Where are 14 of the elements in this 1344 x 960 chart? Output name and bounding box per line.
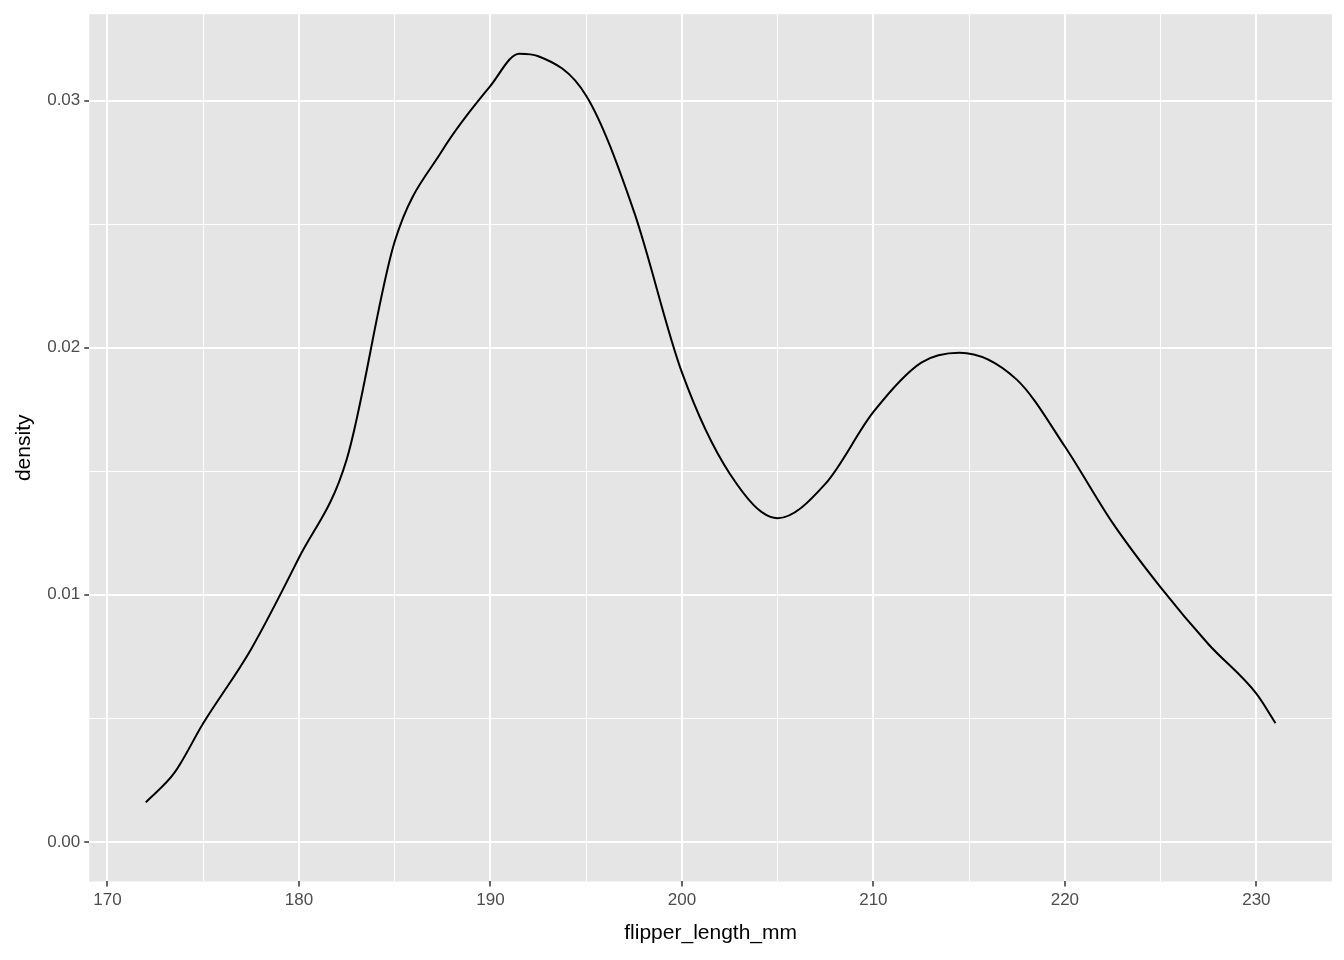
y-tick-label: 0.02 — [47, 337, 81, 357]
x-axis-title: flipper_length_mm — [624, 920, 798, 945]
x-tick-label: 230 — [1242, 890, 1271, 910]
x-tick-label: 220 — [1050, 890, 1080, 910]
x-tick-label: 190 — [476, 890, 505, 910]
y-tick-label: 0.00 — [47, 831, 81, 851]
y-tick-label: 0.03 — [47, 90, 81, 110]
x-tick-label: 180 — [284, 890, 314, 910]
x-tick-label: 200 — [667, 890, 697, 910]
x-tick-label: 210 — [859, 890, 888, 910]
y-tick-label: 0.01 — [47, 584, 81, 604]
x-tick-label: 170 — [93, 890, 122, 910]
y-axis-title: density — [11, 414, 35, 482]
line-series — [144, 52, 1277, 804]
